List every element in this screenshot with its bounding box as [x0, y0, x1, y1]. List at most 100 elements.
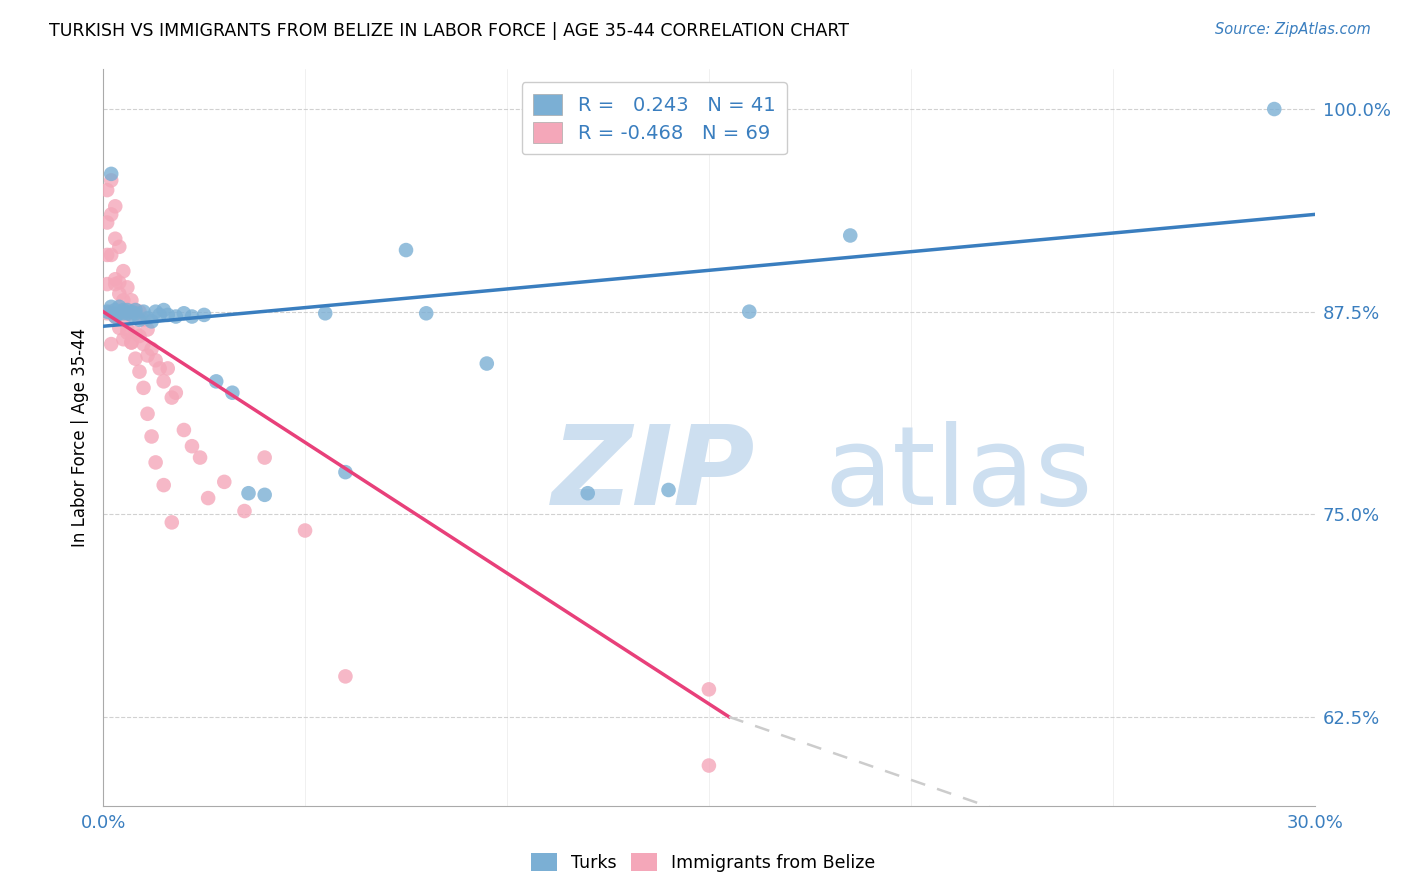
- Point: [205, 375, 228, 389]
- Text: Source: ZipAtlas.com: Source: ZipAtlas.com: [1215, 22, 1371, 37]
- Point: [160, 391, 183, 405]
- Point: [124, 351, 146, 366]
- Point: [475, 357, 498, 371]
- Point: [112, 303, 135, 318]
- Point: [173, 306, 195, 320]
- Legend: Turks, Immigrants from Belize: Turks, Immigrants from Belize: [524, 847, 882, 879]
- Text: atlas: atlas: [824, 421, 1092, 528]
- Point: [112, 306, 135, 320]
- Y-axis label: In Labor Force | Age 35-44: In Labor Force | Age 35-44: [72, 327, 89, 547]
- Point: [112, 312, 135, 326]
- Point: [124, 303, 146, 318]
- Point: [152, 478, 174, 492]
- Point: [136, 322, 159, 336]
- Point: [173, 423, 195, 437]
- Point: [193, 308, 215, 322]
- Point: [112, 293, 135, 308]
- Point: [253, 450, 276, 465]
- Point: [221, 385, 243, 400]
- Point: [128, 304, 150, 318]
- Point: [657, 483, 679, 497]
- Point: [117, 326, 139, 340]
- Point: [108, 306, 131, 320]
- Point: [1263, 102, 1285, 116]
- Point: [117, 280, 139, 294]
- Point: [145, 455, 167, 469]
- Point: [100, 173, 122, 187]
- Point: [117, 322, 139, 336]
- Point: [100, 167, 122, 181]
- Point: [238, 486, 260, 500]
- Point: [120, 335, 142, 350]
- Point: [132, 312, 155, 326]
- Point: [100, 207, 122, 221]
- Point: [839, 228, 862, 243]
- Legend: R =   0.243   N = 41, R = -0.468   N = 69: R = 0.243 N = 41, R = -0.468 N = 69: [522, 82, 787, 154]
- Point: [96, 277, 118, 292]
- Point: [96, 304, 118, 318]
- Point: [697, 682, 720, 697]
- Point: [108, 276, 131, 290]
- Point: [335, 669, 357, 683]
- Point: [152, 375, 174, 389]
- Point: [120, 335, 142, 350]
- Point: [112, 332, 135, 346]
- Point: [108, 240, 131, 254]
- Point: [96, 306, 118, 320]
- Point: [145, 353, 167, 368]
- Point: [104, 310, 127, 324]
- Point: [100, 304, 122, 318]
- Point: [165, 310, 187, 324]
- Point: [415, 306, 437, 320]
- Point: [152, 303, 174, 318]
- Point: [181, 439, 204, 453]
- Point: [120, 306, 142, 320]
- Point: [156, 361, 179, 376]
- Point: [128, 329, 150, 343]
- Point: [112, 303, 135, 318]
- Point: [141, 429, 163, 443]
- Point: [149, 361, 172, 376]
- Point: [160, 516, 183, 530]
- Point: [197, 491, 219, 505]
- Text: TURKISH VS IMMIGRANTS FROM BELIZE IN LABOR FORCE | AGE 35-44 CORRELATION CHART: TURKISH VS IMMIGRANTS FROM BELIZE IN LAB…: [49, 22, 849, 40]
- Point: [136, 311, 159, 326]
- Point: [124, 306, 146, 320]
- Point: [104, 272, 127, 286]
- Point: [112, 264, 135, 278]
- Point: [108, 286, 131, 301]
- Point: [124, 303, 146, 318]
- Point: [96, 183, 118, 197]
- Point: [314, 306, 336, 320]
- Point: [132, 304, 155, 318]
- Point: [136, 407, 159, 421]
- Point: [104, 277, 127, 292]
- Point: [117, 303, 139, 318]
- Point: [181, 310, 204, 324]
- Point: [188, 450, 211, 465]
- Point: [100, 300, 122, 314]
- Point: [335, 465, 357, 479]
- Point: [120, 293, 142, 308]
- Point: [128, 365, 150, 379]
- Point: [141, 314, 163, 328]
- Point: [136, 348, 159, 362]
- Point: [145, 304, 167, 318]
- Point: [132, 337, 155, 351]
- Point: [100, 337, 122, 351]
- Point: [141, 342, 163, 356]
- Point: [104, 303, 127, 318]
- Point: [104, 232, 127, 246]
- Point: [120, 304, 142, 318]
- Point: [117, 306, 139, 320]
- Point: [253, 488, 276, 502]
- Point: [697, 758, 720, 772]
- Point: [294, 524, 316, 538]
- Point: [100, 248, 122, 262]
- Point: [104, 310, 127, 324]
- Point: [738, 304, 761, 318]
- Point: [576, 486, 599, 500]
- Point: [128, 312, 150, 326]
- Point: [117, 306, 139, 320]
- Point: [233, 504, 256, 518]
